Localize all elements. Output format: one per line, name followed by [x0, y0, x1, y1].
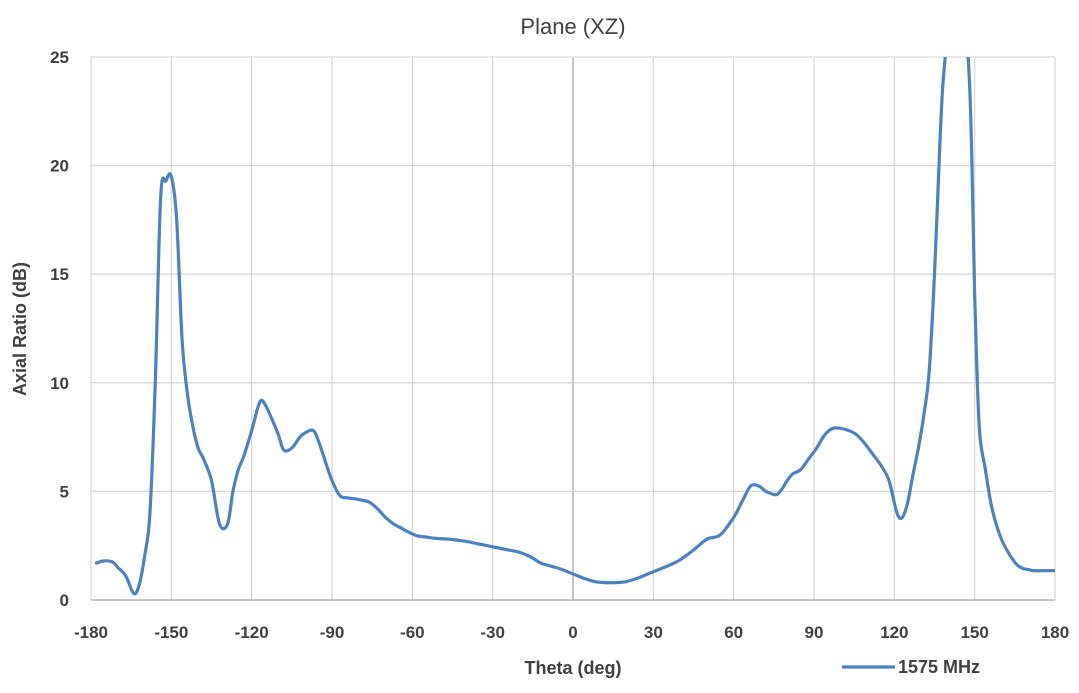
x-tick-label: 120 — [880, 623, 908, 642]
gridlines — [91, 57, 1055, 600]
series-points — [96, 0, 1055, 593]
x-tick-label: -180 — [74, 623, 108, 642]
y-tick-label: 0 — [60, 591, 69, 610]
series-layer — [96, 0, 1055, 594]
tick-labels: -180 -150 -120 -90 -60 -30 0 30 60 90 120 150 180 0 5 1… — [50, 48, 1069, 642]
x-tick-label: -150 — [154, 623, 188, 642]
x-tick-label: 60 — [724, 623, 743, 642]
y-tick-label: 20 — [50, 157, 69, 176]
x-tick-label: 150 — [960, 623, 988, 642]
legend: 1575 MHz — [842, 657, 980, 677]
x-tick-label: -120 — [235, 623, 269, 642]
x-tick-label: 90 — [805, 623, 824, 642]
legend-label: 1575 MHz — [898, 657, 980, 677]
x-tick-label: 180 — [1041, 623, 1069, 642]
x-tick-label: -60 — [400, 623, 425, 642]
x-tick-label: -90 — [320, 623, 345, 642]
y-tick-label: 5 — [60, 482, 69, 501]
x-tick-label: 30 — [644, 623, 663, 642]
y-axis-title: Axial Ratio (dB) — [10, 262, 30, 396]
y-tick-label: 10 — [50, 374, 69, 393]
x-tick-label: 0 — [568, 623, 577, 642]
chart-title: Plane (XZ) — [520, 14, 625, 39]
x-tick-label: -30 — [480, 623, 505, 642]
x-axis-title: Theta (deg) — [525, 658, 622, 678]
y-tick-label: 15 — [50, 265, 69, 284]
y-tick-label: 25 — [50, 48, 69, 67]
series-line-0 — [96, 0, 1055, 594]
